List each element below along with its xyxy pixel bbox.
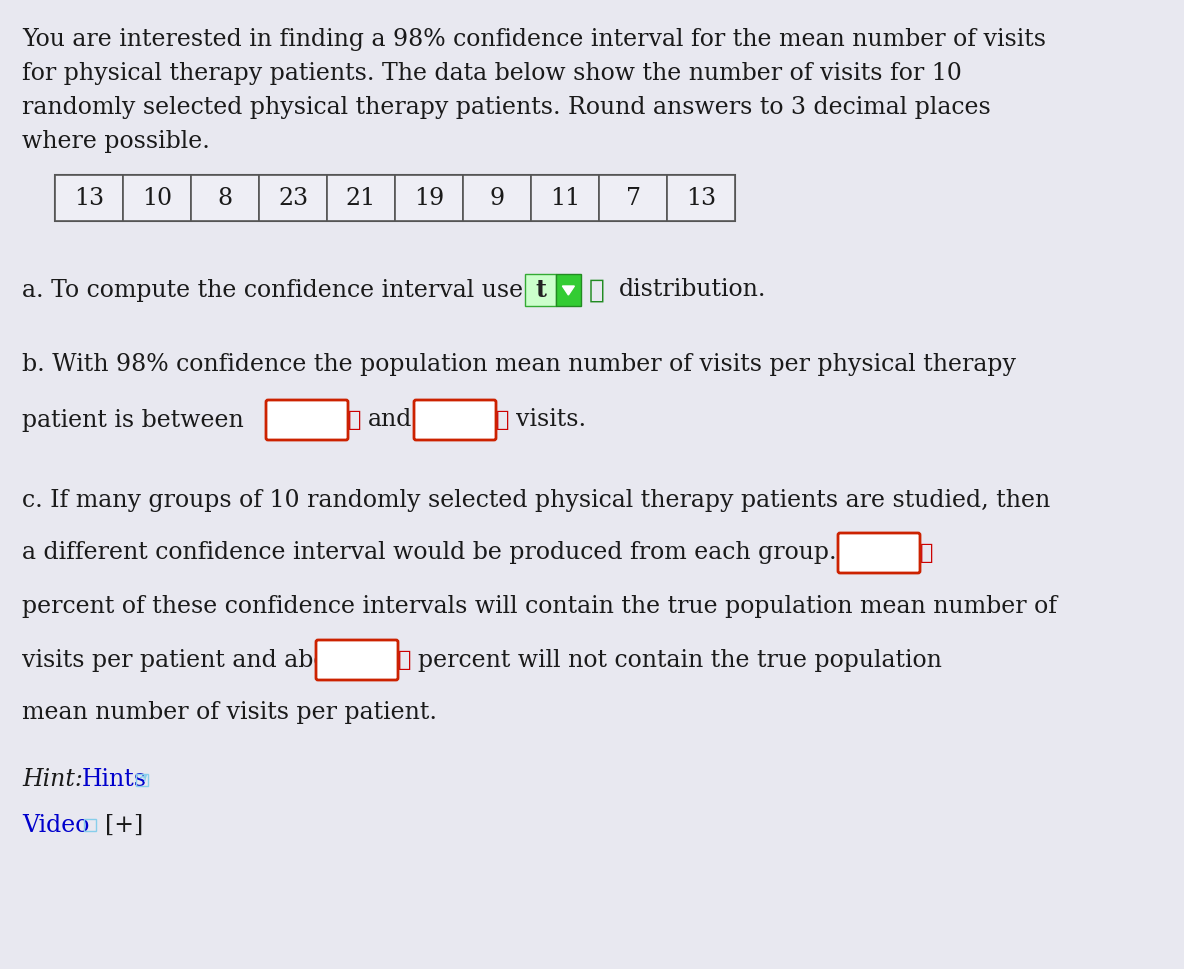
Text: patient is between: patient is between <box>22 409 244 431</box>
Text: 23: 23 <box>278 186 308 209</box>
Text: ✖: ✖ <box>348 409 361 431</box>
FancyBboxPatch shape <box>414 400 496 440</box>
Text: mean number of visits per patient.: mean number of visits per patient. <box>22 702 437 725</box>
FancyBboxPatch shape <box>54 175 735 221</box>
Text: ✖: ✖ <box>496 409 509 431</box>
Text: a. To compute the confidence interval use a: a. To compute the confidence interval us… <box>22 278 545 301</box>
Text: where possible.: where possible. <box>22 130 210 153</box>
FancyBboxPatch shape <box>327 175 395 221</box>
Polygon shape <box>562 286 574 295</box>
Text: 11: 11 <box>549 186 580 209</box>
Text: t: t <box>535 278 546 302</box>
FancyBboxPatch shape <box>555 274 581 306</box>
Text: 19: 19 <box>414 186 444 209</box>
Text: c. If many groups of 10 randomly selected physical therapy patients are studied,: c. If many groups of 10 randomly selecte… <box>22 488 1050 512</box>
Text: 13: 13 <box>686 186 716 209</box>
Text: 7: 7 <box>625 186 641 209</box>
Text: [+]: [+] <box>105 814 143 836</box>
Text: Hints: Hints <box>82 768 147 792</box>
FancyBboxPatch shape <box>395 175 463 221</box>
Text: percent will not contain the true population: percent will not contain the true popula… <box>418 648 942 672</box>
FancyBboxPatch shape <box>838 533 920 573</box>
FancyBboxPatch shape <box>530 175 599 221</box>
FancyBboxPatch shape <box>667 175 735 221</box>
Text: ✖: ✖ <box>920 542 933 564</box>
FancyBboxPatch shape <box>463 175 530 221</box>
FancyBboxPatch shape <box>525 274 555 306</box>
Text: visits per patient and about: visits per patient and about <box>22 648 352 672</box>
FancyBboxPatch shape <box>599 175 667 221</box>
FancyBboxPatch shape <box>316 640 398 680</box>
Text: ✔: ✔ <box>588 277 605 302</box>
Text: randomly selected physical therapy patients. Round answers to 3 decimal places: randomly selected physical therapy patie… <box>22 96 991 119</box>
Text: 10: 10 <box>142 186 172 209</box>
Text: 8: 8 <box>218 186 232 209</box>
Text: b. With 98% confidence the population mean number of visits per physical therapy: b. With 98% confidence the population me… <box>22 354 1016 377</box>
Text: ✖: ✖ <box>398 649 411 671</box>
FancyBboxPatch shape <box>54 175 123 221</box>
Text: a different confidence interval would be produced from each group. About: a different confidence interval would be… <box>22 542 915 565</box>
FancyBboxPatch shape <box>266 400 348 440</box>
Text: 9: 9 <box>489 186 504 209</box>
FancyBboxPatch shape <box>191 175 259 221</box>
FancyBboxPatch shape <box>259 175 327 221</box>
Text: visits.: visits. <box>516 409 586 431</box>
Text: and: and <box>368 409 412 431</box>
Text: for physical therapy patients. The data below show the number of visits for 10: for physical therapy patients. The data … <box>22 62 961 85</box>
Text: 21: 21 <box>346 186 377 209</box>
Text: Hint:: Hint: <box>22 768 83 792</box>
Text: You are interested in finding a 98% confidence interval for the mean number of v: You are interested in finding a 98% conf… <box>22 28 1045 51</box>
FancyBboxPatch shape <box>123 175 191 221</box>
Text: 13: 13 <box>73 186 104 209</box>
Text: percent of these confidence intervals will contain the true population mean numb: percent of these confidence intervals wi… <box>22 596 1057 618</box>
Text: distribution.: distribution. <box>619 278 766 301</box>
Text: Video: Video <box>22 814 89 836</box>
